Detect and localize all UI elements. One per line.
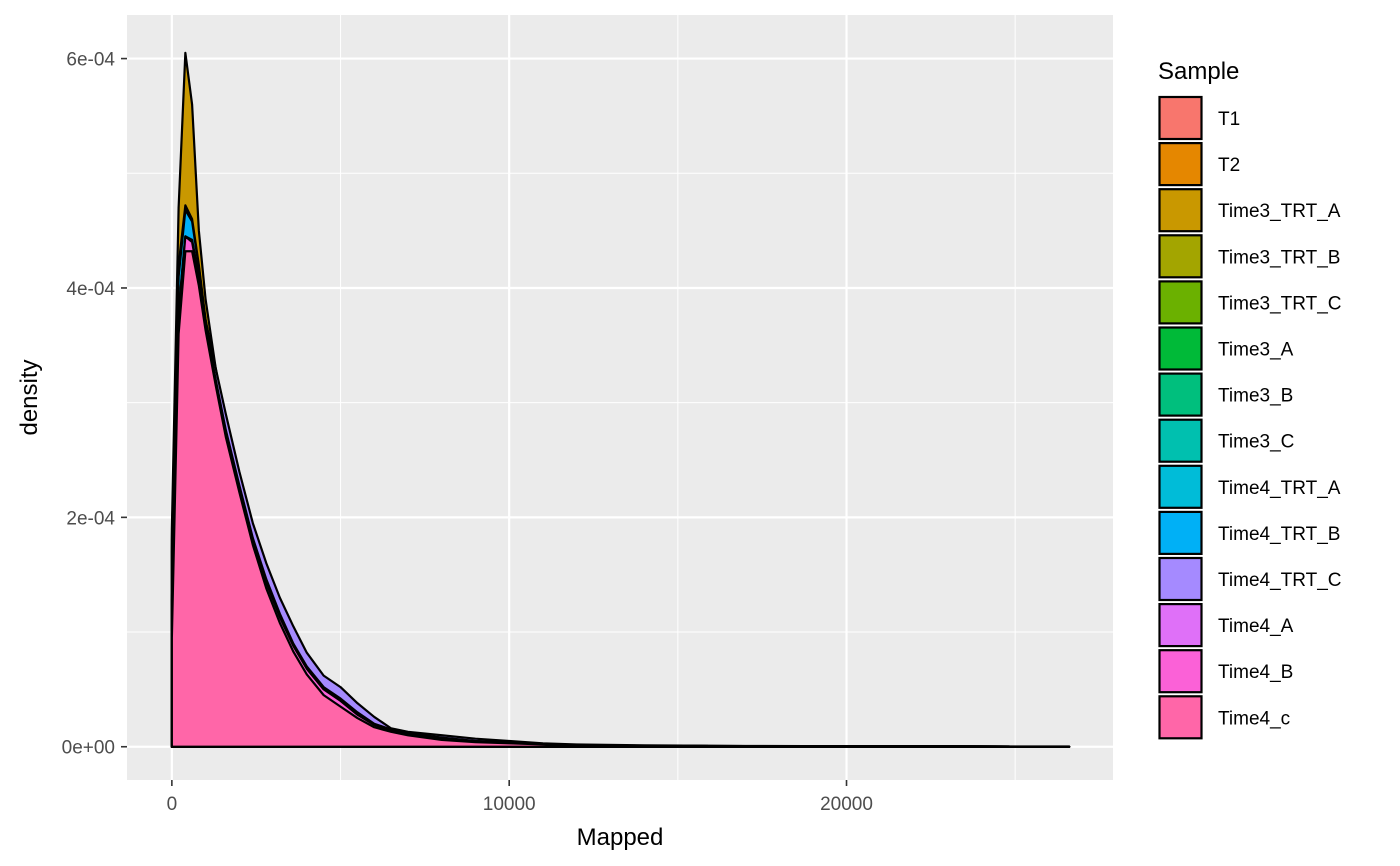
legend-key (1158, 556, 1203, 602)
legend-item-time3-c: Time3_C (1158, 418, 1294, 463)
x-tick-label: 10000 (483, 794, 536, 815)
y-tick-label: 4e-04 (66, 279, 115, 300)
legend-key (1158, 326, 1203, 371)
legend-key (1158, 464, 1203, 509)
legend-label: Time4_TRT_C (1218, 570, 1342, 591)
density-area-time4-c (170, 250, 1071, 748)
legend-item-time4-c: Time4_c (1158, 695, 1290, 740)
legend: Sample T1 T2 Time3_TRT_A Time3_TRT_B Time3_T… (1158, 58, 1342, 740)
legend-item-time4-trt-a: Time4_TRT_A (1158, 464, 1341, 509)
legend-label: Time3_A (1218, 340, 1294, 361)
legend-key (1158, 234, 1203, 279)
legend-item-time3-trt-c: Time3_TRT_C (1158, 280, 1342, 325)
legend-item-t1: T1 (1158, 95, 1240, 141)
legend-item-time3-a: Time3_A (1158, 326, 1294, 371)
legend-label: T1 (1218, 109, 1240, 130)
legend-key (1158, 649, 1203, 694)
legend-key (1158, 602, 1203, 648)
legend-key (1158, 95, 1203, 141)
x-axis-title: Mapped (577, 824, 664, 851)
legend-label: Time3_TRT_A (1218, 201, 1341, 222)
x-tick-label: 0 (167, 794, 178, 815)
legend-label: Time4_A (1218, 616, 1294, 637)
legend-key (1158, 280, 1203, 325)
x-tick-label: 20000 (820, 794, 873, 815)
legend-key (1158, 695, 1203, 740)
legend-items: T1 T2 Time3_TRT_A Time3_TRT_B Time3_TRT_C Tim… (1158, 95, 1342, 740)
y-tick-label: 0e+00 (62, 738, 115, 759)
y-tick-label: 2e-04 (66, 508, 115, 529)
legend-key (1158, 142, 1203, 187)
legend-label: Time3_C (1218, 432, 1294, 453)
legend-label: Time4_TRT_A (1218, 478, 1341, 499)
legend-item-t2: T2 (1158, 142, 1240, 187)
legend-label: Time4_B (1218, 662, 1293, 683)
y-axis-title: density (16, 359, 43, 435)
density-areas (170, 51, 1071, 748)
legend-item-time3-trt-a: Time3_TRT_A (1158, 188, 1341, 233)
legend-label: Time4_TRT_B (1218, 524, 1340, 545)
y-tick-label: 6e-04 (66, 50, 115, 71)
legend-item-time3-b: Time3_B (1158, 372, 1293, 417)
legend-label: Time4_c (1218, 708, 1290, 729)
legend-key (1158, 188, 1203, 233)
legend-label: Time3_TRT_C (1218, 293, 1342, 314)
legend-label: Time3_TRT_B (1218, 247, 1340, 268)
legend-key (1158, 372, 1203, 417)
legend-label: T2 (1218, 155, 1240, 176)
x-axis: 0 10000 20000 (167, 780, 873, 815)
y-axis: 0e+00 2e-04 4e-04 6e-04 (62, 50, 127, 759)
legend-key (1158, 418, 1203, 463)
legend-label: Time3_B (1218, 386, 1293, 407)
legend-item-time4-a: Time4_A (1158, 602, 1294, 648)
legend-title: Sample (1158, 58, 1239, 85)
legend-item-time4-trt-b: Time4_TRT_B (1158, 510, 1340, 555)
legend-item-time4-b: Time4_B (1158, 649, 1293, 694)
legend-item-time4-trt-c: Time4_TRT_C (1158, 556, 1342, 602)
legend-key (1158, 510, 1203, 555)
legend-item-time3-trt-b: Time3_TRT_B (1158, 234, 1340, 279)
